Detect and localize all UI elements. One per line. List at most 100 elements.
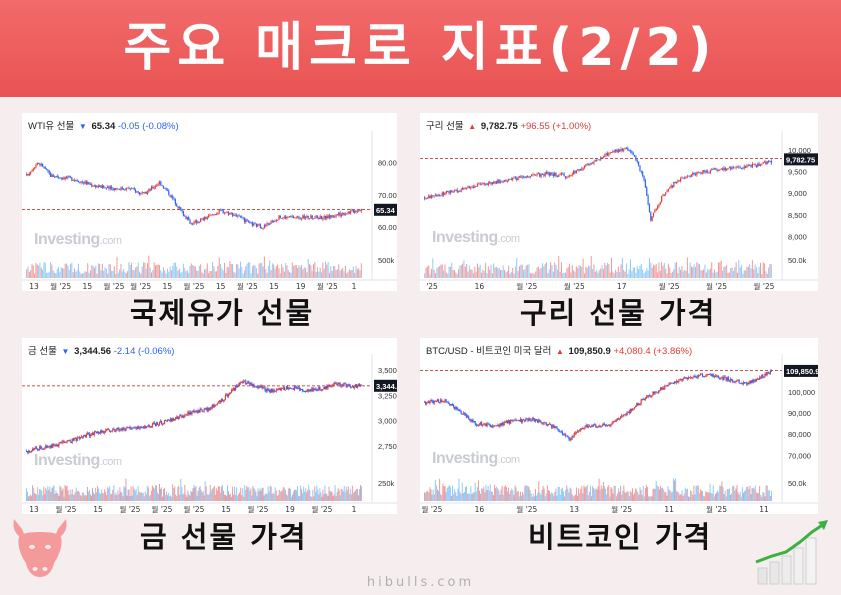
volume-bar — [461, 482, 463, 501]
volume-bar — [479, 264, 481, 278]
candle — [182, 210, 184, 217]
volume-bar — [232, 486, 234, 501]
candle — [150, 425, 152, 429]
volume-bar — [481, 272, 483, 278]
candle — [58, 442, 60, 448]
candle — [180, 413, 182, 417]
volume-bar — [117, 490, 119, 501]
candle — [606, 423, 608, 427]
volume-bar — [176, 496, 178, 501]
volume-bar — [285, 494, 287, 501]
candle — [320, 215, 323, 220]
volume-bar — [319, 488, 321, 501]
candle — [201, 217, 203, 221]
volume-bar — [558, 255, 560, 278]
volume-bar — [212, 261, 214, 278]
candle — [679, 378, 681, 381]
volume-bar — [468, 493, 470, 501]
volume-bar — [531, 273, 533, 278]
candle — [434, 400, 436, 403]
candle — [280, 387, 282, 392]
volume-bar — [239, 492, 241, 501]
candle — [668, 382, 670, 386]
volume-bar — [433, 494, 435, 501]
candle — [48, 445, 50, 448]
volume-bar — [226, 266, 228, 278]
volume-bar — [592, 268, 594, 278]
candle — [303, 213, 305, 220]
volume-bar — [95, 487, 97, 501]
volume-bar — [723, 494, 725, 501]
volume-bar — [754, 264, 756, 278]
candle — [117, 426, 119, 430]
candle — [756, 377, 759, 381]
volume-bar — [153, 488, 155, 501]
volume-bar — [694, 494, 696, 501]
volume-bar — [505, 486, 507, 501]
volume-bar — [750, 268, 752, 278]
volume-bar — [603, 485, 605, 501]
chart-header: 구리 선물 ▲ 9,782.75 +96.55 (+1.00%) — [426, 118, 591, 132]
candle — [103, 185, 105, 189]
volume-bar — [299, 495, 301, 501]
candle — [579, 168, 581, 171]
y-tick-label: 9,500 — [788, 168, 807, 177]
volume-bar — [590, 255, 592, 278]
volume-bar — [360, 263, 362, 278]
candle — [144, 425, 146, 429]
volume-bar — [45, 487, 47, 501]
candle — [540, 173, 542, 179]
volume-bar — [109, 264, 111, 278]
volume-bar — [434, 480, 436, 501]
candle — [309, 389, 311, 393]
candle — [485, 423, 487, 427]
candle — [596, 426, 598, 429]
candle — [62, 439, 64, 444]
volume-bar — [305, 488, 307, 501]
volume-bar — [467, 493, 469, 501]
volume-bar — [124, 487, 126, 501]
candle — [565, 432, 567, 438]
candle — [617, 417, 620, 420]
candle — [171, 417, 173, 423]
volume-bar — [638, 494, 640, 501]
volume-bar — [194, 266, 196, 278]
candle — [743, 164, 745, 170]
candle — [344, 212, 346, 216]
volume-bar — [320, 492, 322, 501]
candle — [466, 187, 468, 190]
candle — [699, 373, 701, 376]
candle — [554, 171, 556, 177]
volume-bar — [696, 262, 698, 278]
volume-bar — [160, 488, 162, 501]
volume-bar — [29, 495, 31, 501]
x-tick-label: 15 — [221, 505, 231, 514]
volume-bar — [279, 273, 281, 278]
volume-bar — [667, 263, 669, 278]
candle — [658, 390, 661, 393]
candle — [478, 423, 481, 426]
candle — [200, 218, 202, 223]
candle — [449, 189, 452, 195]
volume-bar — [180, 478, 182, 501]
candle — [84, 179, 86, 185]
volume-bar — [613, 485, 615, 501]
volume-bar — [208, 493, 210, 501]
volume-bar — [51, 264, 53, 278]
volume-bar — [352, 266, 354, 278]
volume-bar — [193, 265, 195, 278]
volume-bar — [196, 495, 198, 501]
x-tick-label: 월 '25 — [611, 504, 632, 514]
candle — [541, 422, 543, 425]
candle — [210, 214, 212, 216]
volume-bar — [200, 264, 202, 278]
candle — [76, 178, 78, 183]
candle — [249, 220, 251, 224]
candle — [736, 165, 739, 168]
candle — [575, 431, 578, 435]
volume-bar — [556, 269, 558, 278]
volume-bar — [581, 267, 583, 278]
volume-bar — [456, 496, 458, 501]
candle — [427, 401, 429, 404]
volume-bar — [212, 487, 214, 501]
